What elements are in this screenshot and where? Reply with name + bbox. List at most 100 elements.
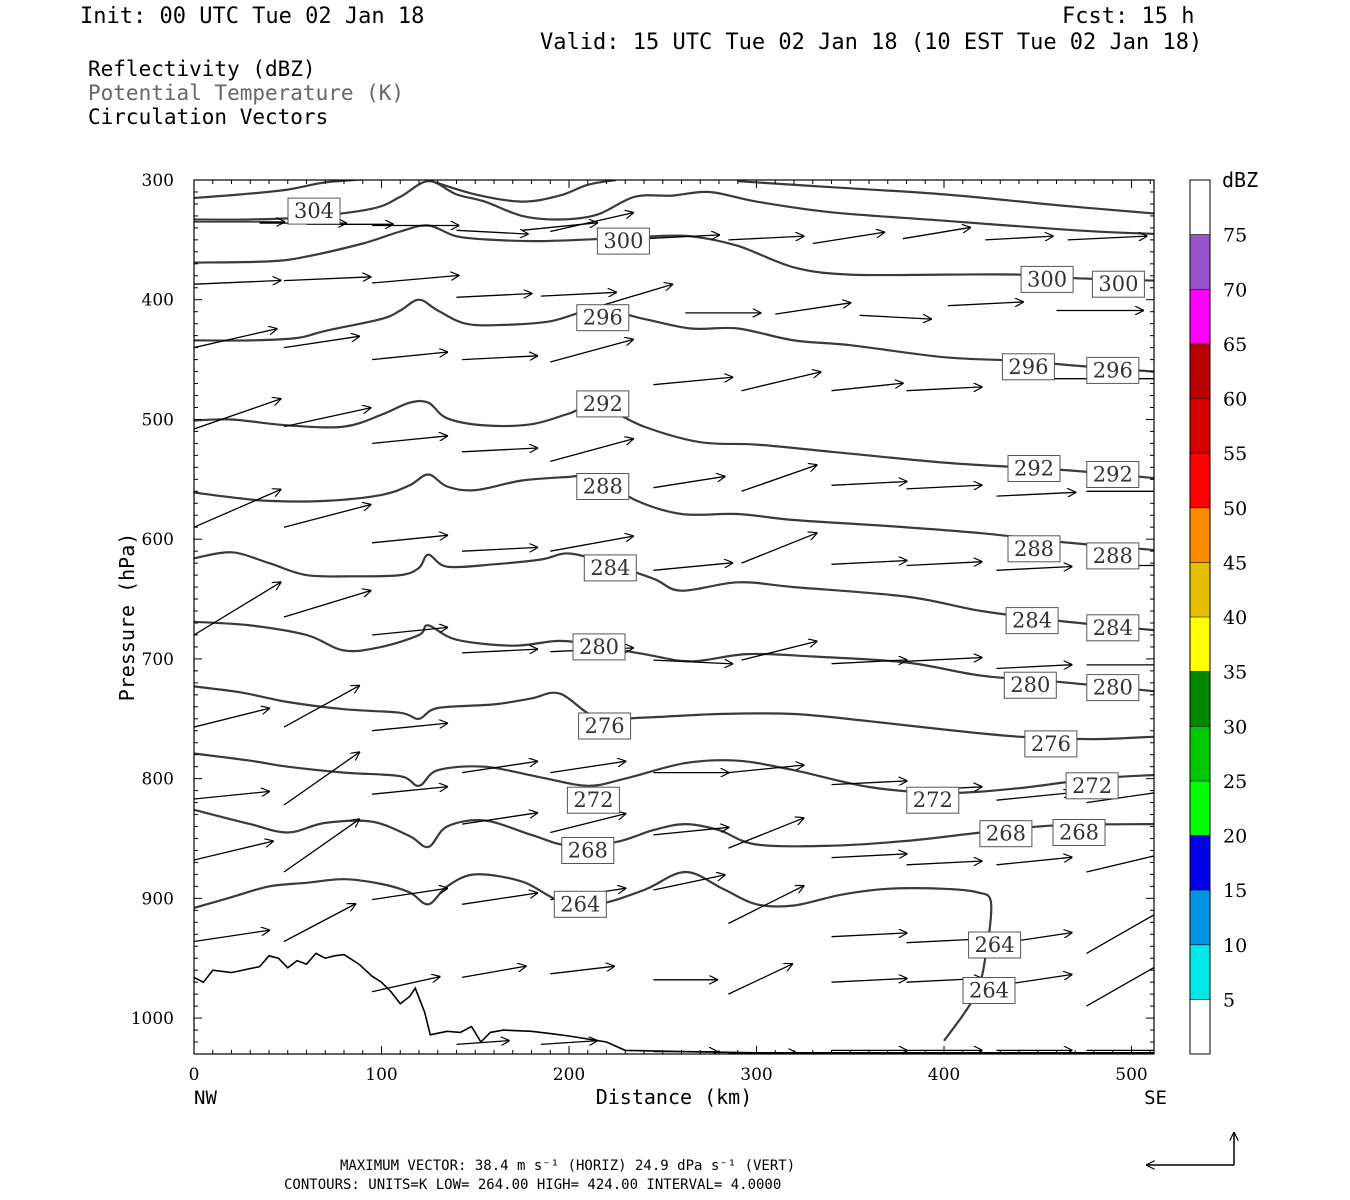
contour-label-box (1086, 614, 1140, 642)
contour-label-box (1086, 461, 1140, 488)
circulation-vector (550, 213, 634, 233)
contour-label-box (962, 977, 1016, 1004)
x-axis-label: Distance (km) (596, 1085, 753, 1109)
contour-label-box (1001, 353, 1055, 381)
circulation-vector (462, 448, 538, 452)
circulation-vector (812, 232, 885, 245)
contour-label: 288 (583, 475, 623, 499)
circulation-vector (456, 1041, 510, 1045)
contour-label-box (576, 473, 630, 500)
contour-label-box (578, 712, 632, 740)
colorbar-swatch (1190, 944, 1210, 1000)
colorbar-label: 5 (1223, 989, 1235, 1011)
circulation-vector (194, 280, 281, 284)
circulation-vector (653, 563, 733, 571)
contour-label-box (1007, 455, 1061, 482)
contour-label: 288 (1014, 537, 1054, 561)
dbz-colorbar: 5 10 15 20 25 30 35 40 45 50 55 60 65 70 75 (1189, 179, 1247, 1055)
circulation-vector (371, 977, 440, 993)
contour-label: 300 (603, 229, 643, 253)
circulation-vector (540, 1041, 598, 1045)
contour-label: 264 (969, 979, 1009, 1003)
circulation-vector (194, 791, 270, 800)
field-circulation-vectors: Circulation Vectors (88, 105, 329, 129)
circulation-vector (906, 861, 983, 865)
contour-label: 284 (1012, 609, 1052, 633)
circulation-vector (1086, 792, 1154, 804)
circulation-vector (741, 465, 818, 492)
colorbar-swatch (1190, 726, 1210, 781)
circulation-vector (996, 857, 1073, 866)
circulation-vector (550, 339, 634, 363)
colorbar-swatch (1190, 562, 1210, 617)
theta-contour-284 (194, 551, 1154, 632)
circulation-vector (996, 567, 1073, 571)
circulation-vector (831, 561, 908, 565)
contour-label-box (566, 786, 620, 814)
colorbar-swatch (1190, 780, 1210, 836)
contour-label: 280 (1010, 673, 1050, 697)
contour-label-box (1086, 356, 1140, 384)
contour-label-box (1091, 270, 1145, 298)
contour-label: 276 (1031, 732, 1071, 756)
colorbar-title: dBZ (1222, 168, 1258, 192)
circulation-vector (728, 886, 804, 925)
circulation-vector (462, 893, 538, 905)
x-tick-label: 400 (928, 1065, 960, 1085)
colorbar-label: 15 (1223, 880, 1247, 902)
circulation-vector (859, 315, 932, 319)
circulation-vector (462, 813, 538, 825)
circulation-vector (550, 439, 634, 463)
contour-label: 272 (1072, 774, 1112, 798)
colorbar-label: 65 (1223, 334, 1247, 356)
circulation-vector (1086, 966, 1154, 1007)
colorbar-swatch (1190, 617, 1210, 672)
circulation-vector (194, 489, 281, 528)
y-tick-label: 600 (142, 530, 174, 550)
circulation-vector (831, 781, 908, 785)
theta-contour-308 (194, 180, 371, 200)
contour-label-box (572, 633, 626, 661)
circulation-vector (996, 793, 1073, 801)
circulation-vector (653, 377, 733, 386)
circulation-vector (194, 582, 281, 636)
circulation-vector (550, 761, 626, 774)
contour-label: 304 (294, 199, 334, 223)
circulation-vector (902, 227, 971, 240)
circulation-vector (194, 708, 270, 728)
circulation-vector (372, 535, 448, 544)
contour-label: 280 (579, 635, 619, 659)
contour-label-box (979, 820, 1033, 848)
colorbar-label: 50 (1223, 498, 1247, 520)
circulation-vector (550, 814, 626, 834)
circulation-vector (653, 827, 729, 836)
colorbar-label: 35 (1223, 662, 1247, 684)
theta-contour-264 (194, 870, 993, 1042)
contour-label: 268 (1059, 821, 1099, 845)
colorbar-swatch (1190, 835, 1210, 891)
contour-label-box (1052, 819, 1106, 846)
x-tick-label: 100 (365, 1065, 397, 1085)
circulation-vector (653, 660, 733, 664)
theta-contour-276 (194, 685, 1154, 741)
circulation-vector (462, 356, 538, 360)
circulation-vector (1086, 855, 1154, 873)
circulation-vector (283, 752, 360, 806)
contour-label: 264 (975, 933, 1015, 957)
colorbar-swatch (1190, 343, 1210, 399)
colorbar-label: 60 (1223, 389, 1247, 411)
theta-contour-308 (737, 180, 1154, 215)
circulation-vector (728, 964, 793, 995)
contour-label-box (968, 931, 1022, 959)
circulation-vector (194, 329, 278, 349)
contour-label: 284 (590, 556, 630, 580)
contour-label: 300 (1027, 267, 1067, 291)
y-tick-label: 1000 (131, 1009, 174, 1029)
theta-contour-280 (194, 620, 1154, 693)
contour-label-box (906, 786, 960, 814)
circulation-vector (372, 627, 448, 636)
reference-vector-icon (1146, 1132, 1234, 1165)
circulation-vector (906, 562, 983, 566)
contour-label: 264 (560, 892, 600, 916)
